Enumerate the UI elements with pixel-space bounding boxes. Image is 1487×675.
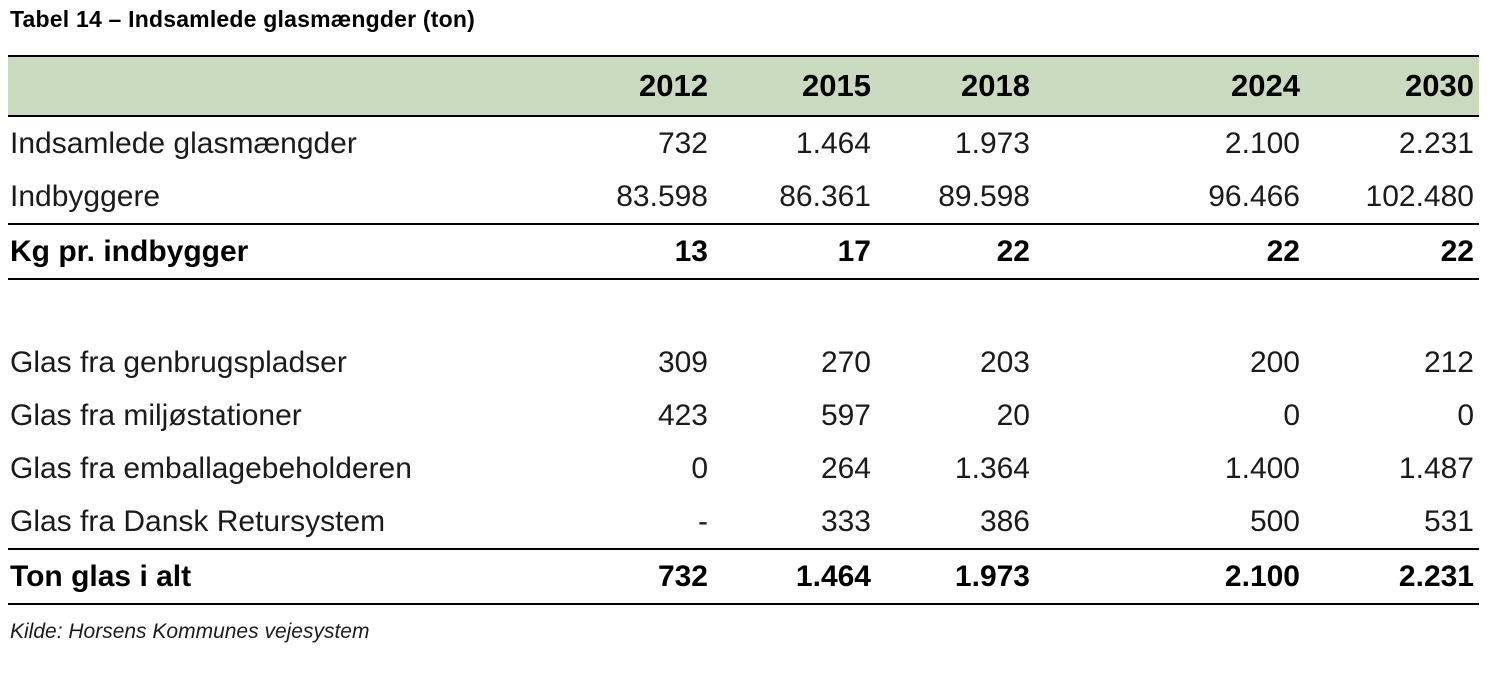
cell-value: 1.464 [795,559,871,593]
cell-value: 1.973 [954,559,1030,593]
cell-value: 1.400 [1224,451,1300,485]
document-page: Tabel 14 – Indsamlede glasmængder (ton) … [8,6,1479,643]
cell-value: 264 [820,451,871,485]
header-year-2030: 2030 [1405,68,1474,103]
cell-value: 0 [1283,398,1300,432]
table-row-indsamlede-glasmaengder: Indsamlede glasmængder 732 1.464 1.973 2… [8,116,1479,170]
spacer-cell [8,279,1479,336]
cell-value: 22 [996,234,1030,268]
cell-value: 1.464 [795,126,871,160]
cell-value: 86.361 [779,179,871,213]
row-label: Indbyggere [10,179,161,213]
cell-value: - [698,504,708,538]
table-row-glas-fra-emballagebeholderen: Glas fra emballagebeholderen 0 264 1.364… [8,442,1479,495]
row-label: Glas fra genbrugspladser [10,345,347,379]
cell-value: 270 [820,345,871,379]
cell-value: 1.487 [1398,451,1474,485]
cell-value: 200 [1249,345,1300,379]
cell-value: 732 [657,559,708,593]
table-row-glas-fra-genbrugspladser: Glas fra genbrugspladser 309 270 203 200… [8,336,1479,389]
cell-value: 17 [837,234,871,268]
row-label: Ton glas i alt [10,559,192,593]
cell-value: 732 [657,126,708,160]
table-row-ton-glas-i-alt: Ton glas i alt 732 1.464 1.973 2.100 2.2… [8,549,1479,604]
cell-value: 203 [979,345,1030,379]
cell-value: 0 [691,451,708,485]
cell-value: 2.100 [1224,559,1300,593]
header-year-2012: 2012 [639,68,708,103]
cell-value: 531 [1423,504,1474,538]
table-row-kg-pr-indbygger: Kg pr. indbygger 13 17 22 22 22 [8,224,1479,279]
cell-value: 333 [820,504,871,538]
header-empty-cell [8,56,433,116]
header-year-2018: 2018 [961,68,1030,103]
cell-value: 89.598 [938,179,1030,213]
cell-value: 1.364 [954,451,1030,485]
cell-value: 423 [657,398,708,432]
cell-value: 20 [996,398,1030,432]
spacer-row [8,279,1479,336]
cell-value: 13 [674,234,708,268]
cell-value: 2.231 [1398,126,1474,160]
table-title: Tabel 14 – Indsamlede glasmængder (ton) [10,6,475,32]
row-label: Glas fra miljøstationer [10,398,302,432]
cell-value: 102.480 [1365,179,1474,213]
cell-value: 500 [1249,504,1300,538]
row-label: Glas fra Dansk Retursystem [10,504,386,538]
table-row-glas-fra-dansk-retursystem: Glas fra Dansk Retursystem - 333 386 500… [8,495,1479,549]
row-label: Kg pr. indbygger [10,234,249,268]
header-year-2015: 2015 [802,68,871,103]
row-label: Glas fra emballagebeholderen [10,451,412,485]
cell-value: 2.231 [1398,559,1474,593]
cell-value: 386 [979,504,1030,538]
table-row-glas-fra-miljoestationer: Glas fra miljøstationer 423 597 20 0 0 [8,389,1479,442]
cell-value: 597 [820,398,871,432]
table-header-row: 2012 2015 2018 2024 2030 [8,56,1479,116]
cell-value: 2.100 [1224,126,1300,160]
cell-value: 0 [1457,398,1474,432]
cell-value: 83.598 [616,179,708,213]
row-label: Indsamlede glasmængder [10,126,357,160]
cell-value: 22 [1266,234,1300,268]
table-row-indbyggere: Indbyggere 83.598 86.361 89.598 96.466 1… [8,170,1479,224]
cell-value: 309 [657,345,708,379]
cell-value: 1.973 [954,126,1030,160]
source-note: Kilde: Horsens Kommunes vejesystem [10,620,370,643]
cell-value: 22 [1440,234,1474,268]
cell-value: 212 [1423,345,1474,379]
cell-value: 96.466 [1208,179,1300,213]
header-year-2024: 2024 [1231,68,1300,103]
glass-quantities-table: 2012 2015 2018 2024 2030 Indsamlede glas… [8,55,1479,605]
